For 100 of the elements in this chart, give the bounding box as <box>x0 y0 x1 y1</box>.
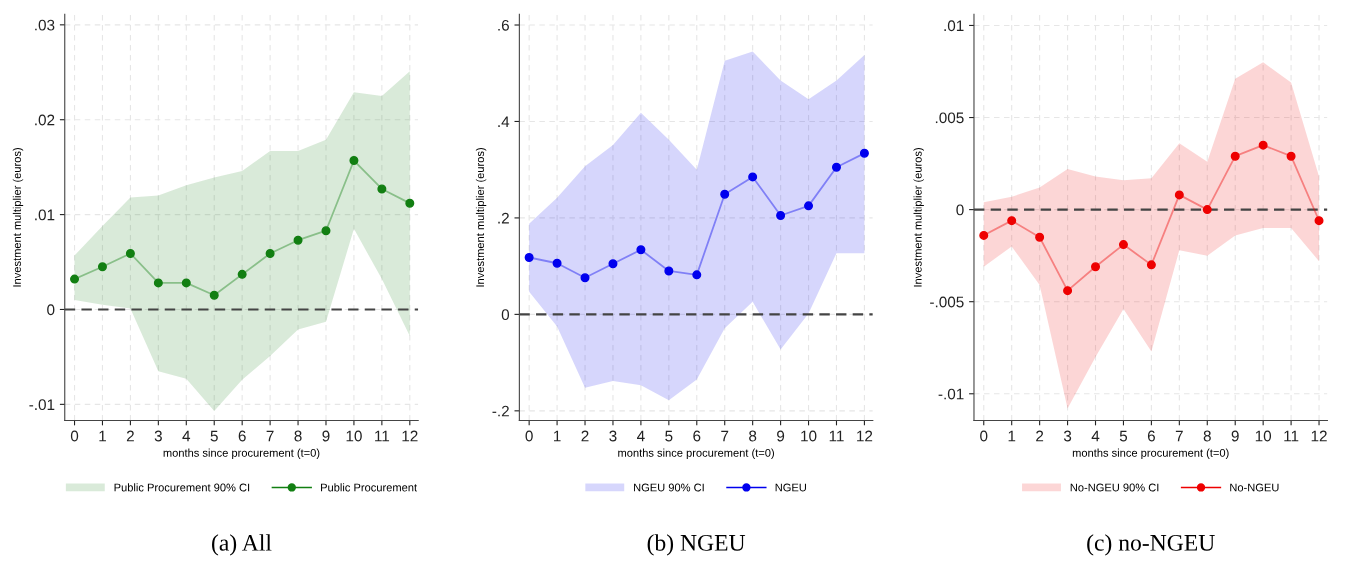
y-tick-label: -.005 <box>930 296 964 308</box>
point <box>1118 240 1128 250</box>
point <box>125 248 135 258</box>
y-axis-title: Investment multiplier (euros) <box>12 148 24 287</box>
x-tick-label: 1 <box>99 430 106 442</box>
point <box>70 274 80 284</box>
x-tick-label: 1 <box>1008 430 1016 442</box>
x-tick-label: 4 <box>1091 430 1100 442</box>
y-tick-label: .03 <box>35 19 55 31</box>
y-tick-label: 0 <box>501 309 510 321</box>
point <box>1286 151 1296 161</box>
x-tick-label: 4 <box>182 430 191 442</box>
y-tick-label: .6 <box>498 19 509 31</box>
x-tick-label: 10 <box>801 430 817 442</box>
point <box>748 172 758 182</box>
x-tick-label: 5 <box>210 430 218 442</box>
x-tick-label: 0 <box>525 430 533 442</box>
x-tick-label: 5 <box>1119 430 1128 442</box>
point <box>209 290 219 300</box>
x-tick-label: 1 <box>554 430 561 442</box>
x-tick-label: 10 <box>346 430 362 442</box>
point <box>265 248 275 258</box>
point <box>293 235 303 245</box>
x-tick-label: 7 <box>266 430 274 442</box>
x-axis-title: months since procurement (t=0) <box>1072 448 1229 459</box>
text: Public Procurement 90% CI <box>114 483 250 492</box>
x-tick-label: 3 <box>609 430 617 442</box>
y-tick-label: .4 <box>498 116 510 127</box>
point <box>524 252 534 262</box>
x-tick-label: 8 <box>749 430 757 442</box>
point <box>181 278 191 288</box>
text: (c) no-NGEU <box>1087 534 1215 556</box>
x-tick-label: 12 <box>1311 430 1327 442</box>
y-tick-label: .01 <box>944 20 964 32</box>
point <box>1258 140 1268 150</box>
y-axis-title: Investment multiplier (euros) <box>475 148 487 287</box>
legend-label: NGEU <box>775 483 806 492</box>
y-tick-label: .02 <box>35 114 55 126</box>
point <box>1091 262 1101 272</box>
point <box>552 258 562 268</box>
y-tick-label: -.01 <box>29 399 55 411</box>
point <box>580 273 590 283</box>
x-tick-label: 6 <box>1147 430 1155 442</box>
y-tick-label: .005 <box>935 112 964 124</box>
x-tick-label: 0 <box>70 430 79 442</box>
text: NGEU 90% CI <box>634 483 704 492</box>
x-tick-label: 12 <box>857 430 873 442</box>
y-tick-label: .2 <box>498 212 509 224</box>
x-tick-label: 9 <box>777 430 785 442</box>
legend-label: No-NGEU <box>1230 483 1279 492</box>
point <box>97 262 107 272</box>
point <box>153 278 163 288</box>
x-tick-label: 8 <box>294 430 302 442</box>
point <box>1230 151 1240 161</box>
x-axis-title: months since procurement (t=0) <box>163 448 320 459</box>
point <box>720 189 730 199</box>
x-tick-label: 10 <box>1255 430 1272 442</box>
x-tick-label: 6 <box>238 430 246 442</box>
point <box>664 266 674 276</box>
x-tick-label: 6 <box>693 430 701 442</box>
point <box>1314 216 1324 226</box>
x-tick-label: 9 <box>1231 430 1239 442</box>
point <box>1174 190 1184 200</box>
point <box>804 201 814 211</box>
x-tick-label: 2 <box>581 430 589 442</box>
legend-label: Public Procurement <box>321 483 417 492</box>
point <box>1146 260 1156 270</box>
point <box>692 270 702 280</box>
x-tick-label: 0 <box>980 430 988 442</box>
x-axis-title: months since procurement (t=0) <box>618 448 774 459</box>
point <box>237 269 247 279</box>
x-tick-label: 3 <box>154 430 162 442</box>
point <box>608 259 618 269</box>
point <box>1007 216 1017 226</box>
text: No-NGEU 90% CI <box>1070 483 1159 492</box>
y-tick-label: 0 <box>956 204 964 216</box>
x-tick-label: 12 <box>402 430 418 442</box>
x-tick-label: 2 <box>126 430 134 442</box>
x-tick-label: 7 <box>721 430 729 442</box>
x-tick-label: 4 <box>637 430 645 442</box>
point <box>831 162 841 172</box>
text: (b) NGEU <box>647 534 746 556</box>
point <box>1202 205 1212 215</box>
x-tick-label: 11 <box>1284 430 1299 442</box>
y-axis-title: Investment multiplier (euros) <box>913 148 924 287</box>
point <box>377 184 387 194</box>
point <box>349 156 359 166</box>
x-tick-label: 11 <box>829 430 844 442</box>
point <box>859 148 869 158</box>
y-tick-label: 0 <box>47 304 55 316</box>
x-tick-label: 7 <box>1175 430 1183 442</box>
x-tick-label: 8 <box>1203 430 1211 442</box>
point <box>1063 286 1073 296</box>
point <box>979 230 989 240</box>
y-tick-label: -.01 <box>938 388 964 400</box>
x-tick-label: 9 <box>322 430 330 442</box>
point <box>405 198 415 208</box>
point <box>776 211 786 221</box>
x-tick-label: 2 <box>1036 430 1044 442</box>
y-tick-label: -.2 <box>492 405 509 417</box>
